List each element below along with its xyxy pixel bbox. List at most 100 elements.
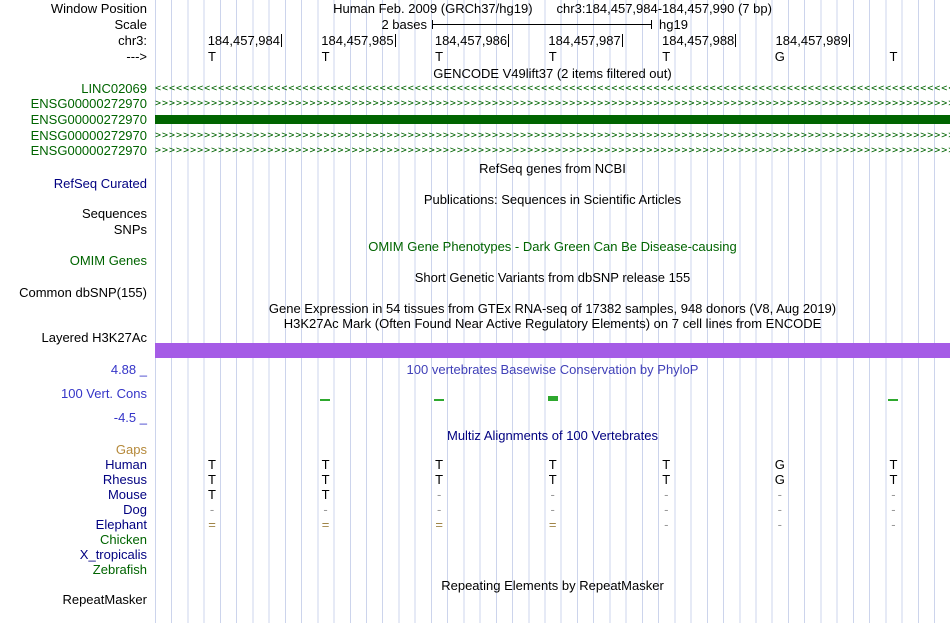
gene-glyph[interactable] <box>155 112 950 127</box>
conservation-tick <box>547 396 558 401</box>
publications-track-title[interactable]: Publications: Sequences in Scientific Ar… <box>423 192 682 207</box>
position-range: chr3:184,457,984-184,457,990 (7 bp) <box>556 1 772 16</box>
conservation-track-title[interactable]: 100 vertebrates Basewise Conservation by… <box>406 362 699 377</box>
conservation-tick <box>320 399 331 401</box>
dbsnp-track-title[interactable]: Short Genetic Variants from dbSNP releas… <box>414 270 691 285</box>
base-letter: T <box>435 49 444 64</box>
repeatmasker-label-row: RepeatMasker <box>0 592 950 607</box>
coordinate-labels: 184,457,984 184,457,985 184,457,986 184,457… <box>155 33 950 48</box>
base-letter: T <box>662 49 671 64</box>
alignment-cell: G <box>774 472 785 487</box>
alignment-cell: - <box>664 517 669 532</box>
alignment-cell: - <box>891 487 896 502</box>
alignment-cell: T <box>208 487 216 502</box>
alignment-cell: - <box>891 517 896 532</box>
gene-glyph[interactable]: <<<<<<<<<<<<<<<<<<<<<<<<<<<<<<<<<<<<<<<<… <box>155 83 950 94</box>
alignment-cell: - <box>664 487 669 502</box>
refseq-track-title[interactable]: RefSeq genes from NCBI <box>479 161 626 176</box>
scale-row: Scale 2 bases hg19 <box>0 17 950 32</box>
conservation-title-row: 4.88 _ 100 vertebrates Basewise Conserva… <box>0 362 950 377</box>
alignment-cell: G <box>774 457 785 472</box>
alignment-row-zebrafish: Zebrafish <box>0 562 950 577</box>
alignment-cell: T <box>435 457 444 472</box>
alignment-cell: T <box>548 472 557 487</box>
alignment-cell: - <box>664 502 669 517</box>
alignment-cell: T <box>662 472 671 487</box>
assembly-title: Human Feb. 2009 (GRCh37/hg19) <box>333 1 533 16</box>
h3k27ac-track-title[interactable]: H3K27Ac Mark (Often Found Near Active Re… <box>283 316 822 331</box>
omim-track-title[interactable]: OMIM Gene Phenotypes - Dark Green Can Be… <box>368 239 737 254</box>
coordinate-row: chr3: 184,457,984 184,457,985 184,457,986 1… <box>0 33 950 48</box>
strand-arrow-label: ---> <box>126 49 147 64</box>
species-label[interactable]: X_tropicalis <box>79 547 147 562</box>
coordinate-label: 184,457,988 <box>638 34 737 47</box>
gene-label[interactable]: ENSG00000272970 <box>30 96 147 111</box>
alignment-cell: - <box>777 517 783 532</box>
omim-label-row: OMIM Genes <box>0 253 950 268</box>
snps-label[interactable]: SNPs <box>113 222 147 237</box>
gene-row: LINC02069 <<<<<<<<<<<<<<<<<<<<<<<<<<<<<<<… <box>0 81 950 96</box>
h3k27ac-signal-bar[interactable] <box>155 343 950 358</box>
alignment-cell: - <box>550 487 555 502</box>
conservation-tick <box>888 399 899 401</box>
chromosome-label: chr3: <box>118 33 147 48</box>
species-label[interactable]: Human <box>105 457 147 472</box>
gene-label[interactable]: LINC02069 <box>81 81 147 96</box>
gene-glyph[interactable]: >>>>>>>>>>>>>>>>>>>>>>>>>>>>>>>>>>>>>>>>… <box>155 98 950 109</box>
omim-genes-label[interactable]: OMIM Genes <box>69 253 147 268</box>
repeatmasker-label[interactable]: RepeatMasker <box>62 592 147 607</box>
base-letter: T <box>321 49 330 64</box>
gaps-label-row: Gaps <box>0 442 950 457</box>
position-title: Human Feb. 2009 (GRCh37/hg19) chr3:184,4… <box>155 1 950 16</box>
alignment-cell: T <box>889 457 898 472</box>
alignment-cell: - <box>550 502 555 517</box>
base-letter: T <box>889 49 898 64</box>
alignment-cell: - <box>209 502 215 517</box>
species-label[interactable]: Elephant <box>95 517 147 532</box>
gene-label[interactable]: ENSG00000272970 <box>30 112 147 127</box>
conservation-min-value: -4.5 _ <box>113 410 147 425</box>
repeatmasker-track-title[interactable]: Repeating Elements by RepeatMasker <box>441 578 664 593</box>
layered-h3k27ac-label[interactable]: Layered H3K27Ac <box>41 330 147 345</box>
alignment-cells <box>155 562 950 577</box>
base-letter: T <box>208 49 216 64</box>
gtex-track-title[interactable]: Gene Expression in 54 tissues from GTEx … <box>268 301 837 316</box>
alignment-row-elephant: Elephant = = = = - - - <box>0 517 950 532</box>
species-label[interactable]: Chicken <box>100 532 147 547</box>
gene-exon-bar <box>155 115 950 124</box>
common-dbsnp-label[interactable]: Common dbSNP(155) <box>19 285 147 300</box>
scale-label: Scale <box>114 17 147 32</box>
dbsnp-title-row: Short Genetic Variants from dbSNP releas… <box>0 270 950 285</box>
gencode-title-row: GENCODE V49lift37 (2 items filtered out) <box>0 66 950 81</box>
species-label[interactable]: Rhesus <box>102 472 147 487</box>
alignment-cell: T <box>662 457 671 472</box>
gtex-title-row: Gene Expression in 54 tissues from GTEx … <box>0 301 950 316</box>
species-label[interactable]: Zebrafish <box>92 562 147 577</box>
species-label[interactable]: Dog <box>123 502 147 517</box>
dbsnp-label-row: Common dbSNP(155) <box>0 285 950 300</box>
alignment-cell: T <box>548 457 557 472</box>
coordinate-label: 184,457,989 <box>752 34 850 47</box>
gene-glyph[interactable]: >>>>>>>>>>>>>>>>>>>>>>>>>>>>>>>>>>>>>>>>… <box>155 130 950 141</box>
gaps-label[interactable]: Gaps <box>115 442 147 457</box>
sequences-label-row: Sequences <box>0 206 950 221</box>
gene-label[interactable]: ENSG00000272970 <box>30 128 147 143</box>
multiz-track-title[interactable]: Multiz Alignments of 100 Vertebrates <box>446 428 658 443</box>
coordinate-label: 184,457,985 <box>298 34 396 47</box>
species-label[interactable]: Mouse <box>107 487 147 502</box>
base-letter: T <box>548 49 557 64</box>
alignment-cell: = <box>435 517 443 532</box>
vert-cons-label[interactable]: 100 Vert. Cons <box>61 386 147 401</box>
alignment-cell: = <box>321 517 330 532</box>
conservation-max-value: 4.88 _ <box>110 362 147 377</box>
sequences-label[interactable]: Sequences <box>81 206 147 221</box>
gencode-track-title[interactable]: GENCODE V49lift37 (2 items filtered out) <box>433 66 672 81</box>
alignment-row-dog: Dog - - - - - - - <box>0 502 950 517</box>
refseq-curated-label[interactable]: RefSeq Curated <box>53 176 147 191</box>
base-letter: G <box>774 49 785 64</box>
gene-label[interactable]: ENSG00000272970 <box>30 143 147 158</box>
gene-glyph[interactable]: >>>>>>>>>>>>>>>>>>>>>>>>>>>>>>>>>>>>>>>>… <box>155 145 950 156</box>
